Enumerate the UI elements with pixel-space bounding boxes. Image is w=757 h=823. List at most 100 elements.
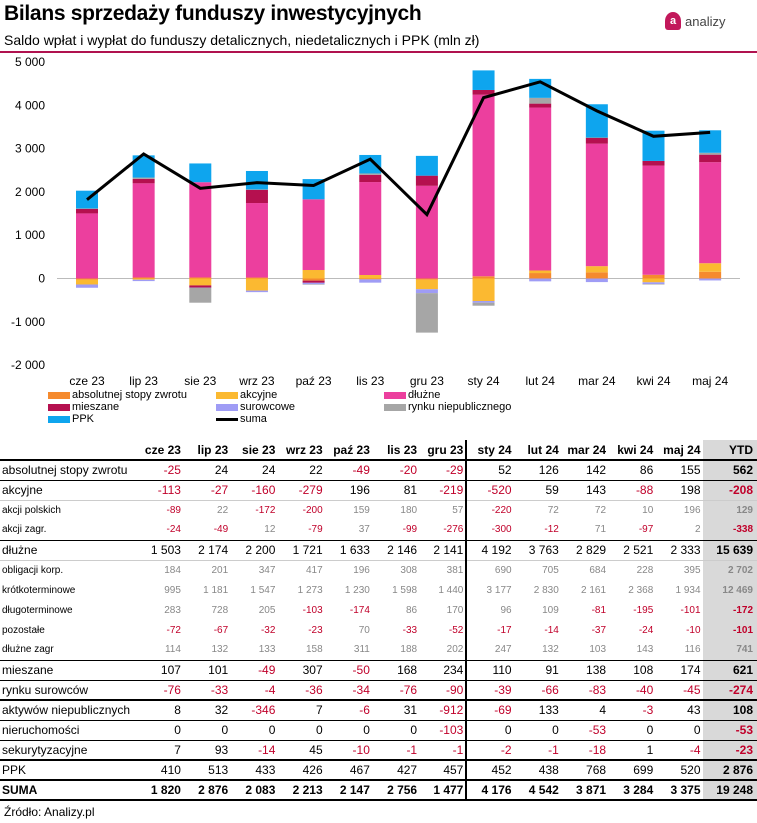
bar-segment: [245, 170, 268, 190]
table-cell: 3 284: [608, 780, 656, 801]
title-divider: [0, 51, 757, 53]
bar-segment: [472, 301, 495, 303]
table-cell: -37: [591, 624, 607, 636]
table-header: gru 23: [419, 440, 467, 461]
table-header: kwi 24: [608, 440, 656, 461]
bar-segment: [76, 213, 98, 279]
bar-segment: [359, 173, 382, 175]
legend-item: suma: [216, 413, 267, 425]
table-header: cze 23: [135, 440, 183, 461]
bar-segment: [415, 279, 438, 290]
table-row: krótkoterminowe 995 1 181 1 547 1 273 1 230 1 …: [0, 580, 757, 600]
table-cell: -195: [633, 604, 654, 616]
row-label: pozostałe: [2, 624, 45, 636]
table-cell: 2 200: [230, 540, 278, 561]
y-tick-label: 3 000: [15, 142, 45, 156]
table-cell: 0: [135, 720, 183, 741]
table-cell: 1: [608, 740, 656, 761]
table-row: absolutnej stopy zwrotu -25 24 24 22 -49 -20 -2…: [0, 460, 757, 481]
table-cell: 690: [465, 560, 514, 580]
bar-segment: [359, 278, 382, 280]
table-cell: -34: [324, 680, 372, 701]
bar-segment: [76, 208, 98, 214]
table-cell: 70: [358, 624, 370, 636]
table-cell: 180: [400, 504, 418, 516]
table-header: maj 24: [655, 440, 703, 461]
table-cell: -69: [465, 700, 514, 721]
table-row: nieruchomości 0 0 0 0 0 0 -103 0 0 -53 0 0 -53: [0, 720, 757, 741]
bar-segment: [76, 284, 98, 288]
row-label: aktywów niepublicznych: [0, 700, 136, 721]
table-cell: -66: [513, 680, 561, 701]
table-cell: -99: [371, 520, 420, 541]
table-cell: 3 375: [655, 780, 703, 801]
table-cell: 196: [353, 564, 370, 576]
bar-segment: [189, 287, 212, 303]
table-row: PPK 410 513 433 426 467 427 457 452 438 768 699 520 2…: [0, 760, 757, 781]
row-label: akcji zagr.: [0, 520, 136, 541]
table-cell: -4: [230, 680, 278, 701]
row-label: obligacji korp.: [2, 564, 64, 576]
table-cell: 2 083: [230, 780, 278, 801]
table-cell: -200: [302, 504, 323, 516]
table-cell: 205: [258, 604, 276, 616]
table-cell: 741: [702, 640, 757, 661]
table-cell: 705: [542, 564, 559, 576]
table-cell: 0: [608, 720, 656, 741]
bar-segment: [132, 178, 155, 184]
legend-item: absolutnej stopy zwrotu: [48, 389, 187, 401]
bar-segment: [585, 266, 608, 273]
bar-segment: [415, 289, 438, 294]
table-cell: 86: [405, 604, 418, 616]
table-cell: 728: [211, 604, 229, 616]
table-cell: 168: [371, 660, 420, 681]
bar-segment: [359, 274, 382, 279]
table-cell: -101: [702, 620, 757, 640]
table-row: aktywów niepublicznych 8 32 -346 7 -6 31 -912 -6…: [0, 700, 757, 721]
table-cell: -4: [655, 740, 703, 761]
table-cell: 0: [371, 720, 420, 741]
legend-label: mieszane: [72, 401, 120, 413]
row-label: długoterminowe: [2, 604, 73, 616]
table-cell: 1 477: [419, 780, 467, 801]
table-cell: 12: [230, 520, 278, 541]
table-cell: 10: [642, 504, 654, 516]
bar-segment: [699, 271, 722, 279]
table-cell: 24: [182, 460, 231, 481]
table-cell: 2 876: [182, 780, 231, 801]
bar-segment: [585, 278, 608, 283]
table-cell: 72: [547, 504, 559, 516]
bar-segment: [699, 162, 722, 264]
table-header: lis 23: [371, 440, 420, 461]
table-header: sie 23: [230, 440, 278, 461]
table-cell: -23: [702, 740, 757, 761]
table-cell: -103: [302, 604, 323, 616]
table-cell: 433: [230, 760, 278, 781]
table-cell: -219: [419, 480, 467, 501]
legend-label: PPK: [72, 413, 95, 425]
table-cell: 2 876: [702, 760, 757, 781]
table-cell: -172: [702, 600, 757, 620]
x-tick-label: maj 24: [692, 374, 728, 388]
table-cell: 0: [182, 720, 231, 741]
row-label: PPK: [0, 760, 136, 781]
legend-swatch: [48, 415, 70, 423]
legend-label: dłużne: [408, 389, 441, 401]
suma-line: [86, 80, 711, 218]
table-cell: -14: [544, 624, 559, 636]
legend-swatch: [384, 403, 406, 411]
row-label: rynku surowców: [0, 680, 136, 701]
table-cell: 562: [702, 460, 757, 481]
bar-segment: [642, 165, 665, 275]
table-cell: 43: [655, 700, 703, 721]
table-cell: 202: [419, 640, 467, 661]
table-cell: 417: [305, 564, 323, 576]
bar-segment: [359, 279, 382, 283]
bar-segment: [642, 282, 665, 285]
table-cell: 2 702: [702, 560, 757, 580]
table-cell: -79: [277, 520, 325, 541]
x-tick-label: wrz 23: [238, 374, 275, 388]
y-tick-label: 0: [38, 272, 45, 286]
table-cell: 2 174: [182, 540, 231, 561]
table-cell: 4 176: [465, 780, 514, 801]
